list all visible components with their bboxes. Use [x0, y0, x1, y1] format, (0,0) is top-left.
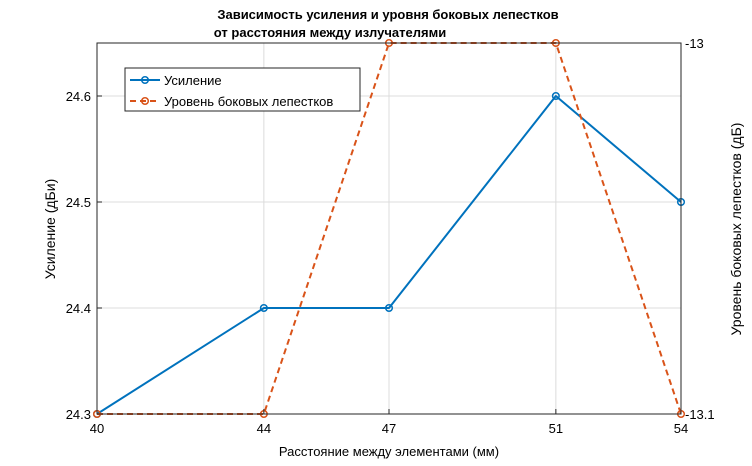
data-point-gain	[551, 91, 560, 101]
axis-ticks: 40 44 47 51 54 24.3 24.4 24.5 24.6 -13.1 -13	[66, 36, 715, 436]
y-axis-left-label: Усиление (дБи)	[42, 179, 58, 279]
legend: Усиление Уровень боковых лепестков	[124, 67, 361, 112]
y-right-tick-label: -13.1	[685, 407, 715, 422]
y-left-tick-label: 24.3	[66, 407, 91, 422]
x-tick-label: 51	[549, 421, 563, 436]
series-line-gain	[96, 95, 682, 415]
legend-marker-sidelobe	[140, 96, 150, 106]
y-left-tick-label: 24.5	[66, 195, 91, 210]
data-point-gain	[384, 303, 394, 313]
legend-label-gain: Усиление	[164, 73, 222, 88]
x-axis-label: Расстояние между элементами (мм)	[279, 444, 499, 459]
legend-label-sidelobe: Уровень боковых лепестков	[164, 94, 333, 109]
chart-title-line-1: Зависимость усиления и уровня боковых ле…	[217, 7, 558, 22]
y-right-tick-label: -13	[685, 36, 704, 51]
x-tick-label: 44	[257, 421, 271, 436]
legend-box	[124, 67, 361, 112]
y-axis-right-label: Уровень боковых лепестков (дБ)	[728, 123, 744, 336]
data-point-gain	[259, 303, 268, 313]
y-left-tick-label: 24.4	[66, 301, 91, 316]
x-tick-label: 54	[674, 421, 688, 436]
x-tick-label: 40	[90, 421, 104, 436]
legend-marker-gain	[140, 75, 150, 85]
y-left-tick-label: 24.6	[66, 89, 91, 104]
x-tick-label: 47	[382, 421, 396, 436]
chart-title-line-2: от расстояния между излучателями	[214, 25, 446, 40]
